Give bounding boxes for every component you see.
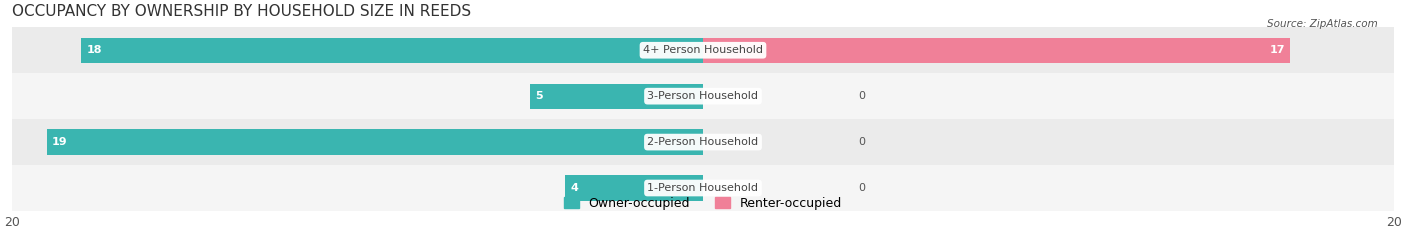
Text: 4+ Person Household: 4+ Person Household bbox=[643, 45, 763, 55]
Text: 18: 18 bbox=[86, 45, 101, 55]
Bar bbox=[46, 130, 703, 155]
Text: 0: 0 bbox=[859, 183, 866, 193]
Bar bbox=[565, 175, 703, 201]
Text: 4: 4 bbox=[569, 183, 578, 193]
Bar bbox=[13, 165, 1393, 211]
Text: Source: ZipAtlas.com: Source: ZipAtlas.com bbox=[1267, 19, 1378, 29]
Bar bbox=[13, 119, 1393, 165]
Bar bbox=[13, 27, 1393, 73]
Text: 0: 0 bbox=[859, 137, 866, 147]
Text: 5: 5 bbox=[536, 91, 543, 101]
Text: OCCUPANCY BY OWNERSHIP BY HOUSEHOLD SIZE IN REEDS: OCCUPANCY BY OWNERSHIP BY HOUSEHOLD SIZE… bbox=[13, 4, 471, 19]
Text: 17: 17 bbox=[1270, 45, 1285, 55]
Text: 0: 0 bbox=[859, 91, 866, 101]
Text: 3-Person Household: 3-Person Household bbox=[648, 91, 758, 101]
Legend: Owner-occupied, Renter-occupied: Owner-occupied, Renter-occupied bbox=[558, 192, 848, 215]
Text: 1-Person Household: 1-Person Household bbox=[648, 183, 758, 193]
Bar bbox=[530, 84, 703, 109]
Text: 19: 19 bbox=[52, 137, 67, 147]
Bar bbox=[13, 73, 1393, 119]
Bar bbox=[703, 38, 1291, 63]
Bar bbox=[82, 38, 703, 63]
Text: 2-Person Household: 2-Person Household bbox=[647, 137, 759, 147]
